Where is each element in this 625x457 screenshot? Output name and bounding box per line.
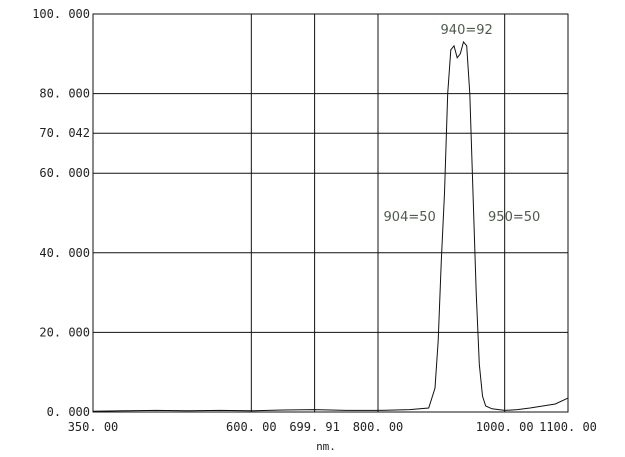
x-tick-label: 350. 00 bbox=[68, 420, 119, 434]
x-tick-label: 699. 91 bbox=[289, 420, 340, 434]
y-tick-label: 60. 000 bbox=[39, 166, 90, 180]
annotation-label: 940=92 bbox=[441, 23, 493, 38]
annotations: 940=92 904=50 950=50 bbox=[384, 23, 541, 225]
x-tick-labels: 350. 00 600. 00 699. 91 800. 00 1000. 00 1100… bbox=[68, 420, 597, 434]
y-tick-label: 0. 000 bbox=[47, 405, 90, 419]
y-tick-label: 100. 000 bbox=[32, 7, 90, 21]
x-tick-label: 1100. 00 bbox=[539, 420, 597, 434]
y-tick-label: 20. 000 bbox=[39, 325, 90, 339]
x-axis-label: nm. bbox=[316, 440, 336, 453]
series-line bbox=[92, 40, 569, 412]
y-tick-label: 40. 000 bbox=[39, 246, 90, 260]
y-gridlines bbox=[93, 13, 568, 413]
x-tick-label: 1000. 00 bbox=[476, 420, 534, 434]
y-tick-label: 70. 042 bbox=[39, 126, 90, 140]
plot-area bbox=[92, 13, 569, 413]
x-tick-label: 800. 00 bbox=[353, 420, 404, 434]
y-tick-labels: 0. 000 20. 000 40. 000 60. 000 70. 042 80. 00… bbox=[32, 7, 90, 419]
annotation-label: 904=50 bbox=[384, 210, 436, 225]
x-tick-label: 600. 00 bbox=[226, 420, 277, 434]
annotation-label: 950=50 bbox=[488, 210, 540, 225]
x-gridlines bbox=[92, 14, 569, 412]
y-tick-label: 80. 000 bbox=[39, 87, 90, 101]
